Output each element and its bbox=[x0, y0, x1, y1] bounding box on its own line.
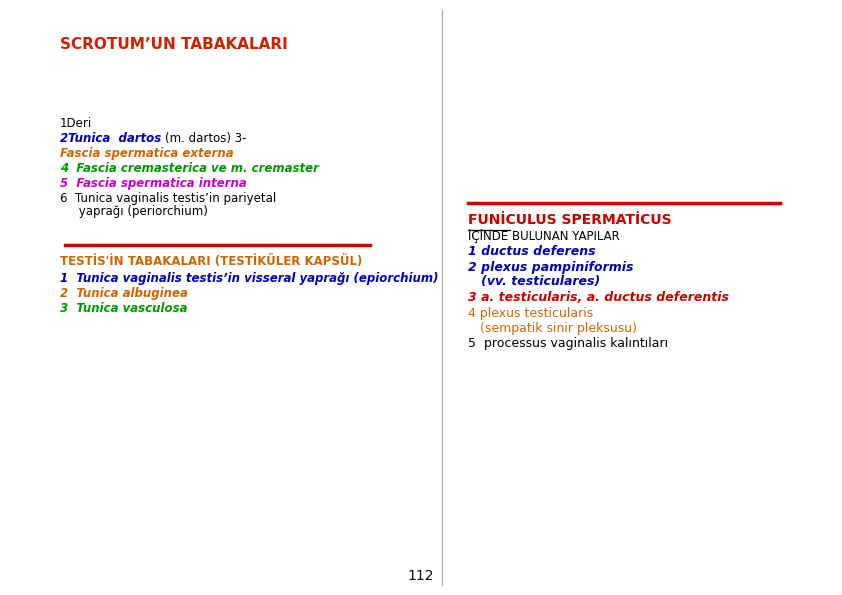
Text: 1  Tunica vaginalis testis’in visseral yaprağı (epiorchium): 1 Tunica vaginalis testis’in visseral ya… bbox=[60, 272, 439, 285]
Text: 3  Tunica vasculosa: 3 Tunica vasculosa bbox=[60, 302, 188, 315]
Text: SCROTUM’UN TABAKALARI: SCROTUM’UN TABAKALARI bbox=[60, 37, 288, 52]
Text: 112: 112 bbox=[408, 569, 434, 583]
Text: yaprağı (periorchium): yaprağı (periorchium) bbox=[60, 205, 208, 218]
Text: (sempatik sinir pleksusu): (sempatik sinir pleksusu) bbox=[468, 322, 637, 335]
Text: (m. dartos) 3-: (m. dartos) 3- bbox=[165, 132, 247, 145]
Text: 6  Tunica vaginalis testis’in pariyetal: 6 Tunica vaginalis testis’in pariyetal bbox=[60, 192, 276, 205]
Text: 2Tunica  dartos: 2Tunica dartos bbox=[60, 132, 165, 145]
Text: FUNİCULUS SPERMATİCUS: FUNİCULUS SPERMATİCUS bbox=[468, 213, 672, 227]
Text: 2 plexus pampiniformis: 2 plexus pampiniformis bbox=[468, 261, 633, 274]
Text: 2  Tunica albuginea: 2 Tunica albuginea bbox=[60, 287, 188, 300]
Text: 5  processus vaginalis kalıntıları: 5 processus vaginalis kalıntıları bbox=[468, 337, 668, 350]
Text: 4  Fascia cremasterica: 4 Fascia cremasterica bbox=[60, 162, 211, 175]
Text: 1 ductus deferens: 1 ductus deferens bbox=[468, 245, 595, 258]
Text: İÇİNDE BULUNAN YAPILAR: İÇİNDE BULUNAN YAPILAR bbox=[468, 229, 620, 243]
Text: Fascia spermatica externa: Fascia spermatica externa bbox=[60, 147, 233, 160]
Text: TESTİS'İN TABAKALARI (TESTİKÜLER KAPSÜL): TESTİS'İN TABAKALARI (TESTİKÜLER KAPSÜL) bbox=[60, 255, 362, 268]
Text: (vv. testiculares): (vv. testiculares) bbox=[468, 275, 600, 288]
Text: 5  Fascia spermatica interna: 5 Fascia spermatica interna bbox=[60, 177, 247, 190]
Text: 3 a. testicularis, a. ductus deferentis: 3 a. testicularis, a. ductus deferentis bbox=[468, 291, 729, 304]
Text: 1Deri: 1Deri bbox=[60, 117, 93, 130]
Text: 4 plexus testicularis: 4 plexus testicularis bbox=[468, 307, 594, 320]
Text: ve m. cremaster: ve m. cremaster bbox=[211, 162, 319, 175]
